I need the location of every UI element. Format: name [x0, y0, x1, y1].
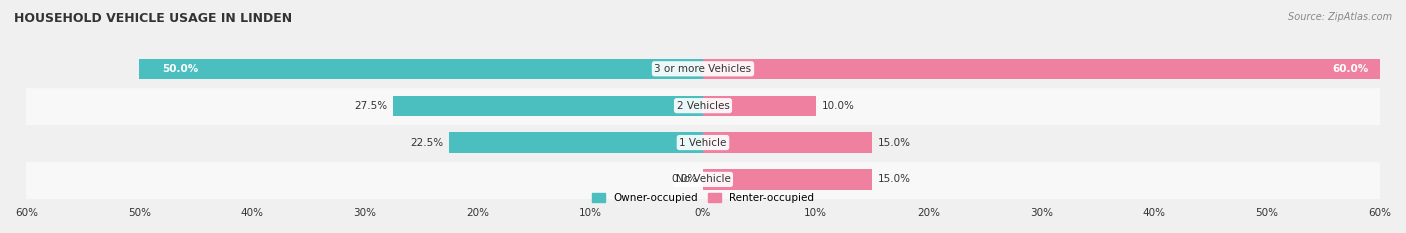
- Text: 3 or more Vehicles: 3 or more Vehicles: [654, 64, 752, 74]
- Text: 2 Vehicles: 2 Vehicles: [676, 101, 730, 111]
- Text: 0.0%: 0.0%: [671, 175, 697, 184]
- Bar: [392, 96, 703, 116]
- Bar: [27, 50, 1379, 87]
- Text: 10.0%: 10.0%: [821, 101, 855, 111]
- Text: Source: ZipAtlas.com: Source: ZipAtlas.com: [1288, 12, 1392, 22]
- Text: No Vehicle: No Vehicle: [675, 175, 731, 184]
- Text: HOUSEHOLD VEHICLE USAGE IN LINDEN: HOUSEHOLD VEHICLE USAGE IN LINDEN: [14, 12, 292, 25]
- Bar: [27, 124, 1379, 161]
- Bar: [139, 59, 703, 79]
- Text: 1 Vehicle: 1 Vehicle: [679, 137, 727, 147]
- Text: 27.5%: 27.5%: [354, 101, 387, 111]
- Text: 50.0%: 50.0%: [162, 64, 198, 74]
- Bar: [27, 161, 1379, 198]
- Bar: [27, 87, 1379, 124]
- Bar: [703, 169, 872, 190]
- Bar: [450, 132, 703, 153]
- Text: 15.0%: 15.0%: [877, 175, 911, 184]
- Text: 60.0%: 60.0%: [1331, 64, 1368, 74]
- Bar: [703, 132, 872, 153]
- Legend: Owner-occupied, Renter-occupied: Owner-occupied, Renter-occupied: [592, 193, 814, 203]
- Bar: [703, 96, 815, 116]
- Bar: [703, 59, 1379, 79]
- Text: 15.0%: 15.0%: [877, 137, 911, 147]
- Text: 22.5%: 22.5%: [411, 137, 444, 147]
